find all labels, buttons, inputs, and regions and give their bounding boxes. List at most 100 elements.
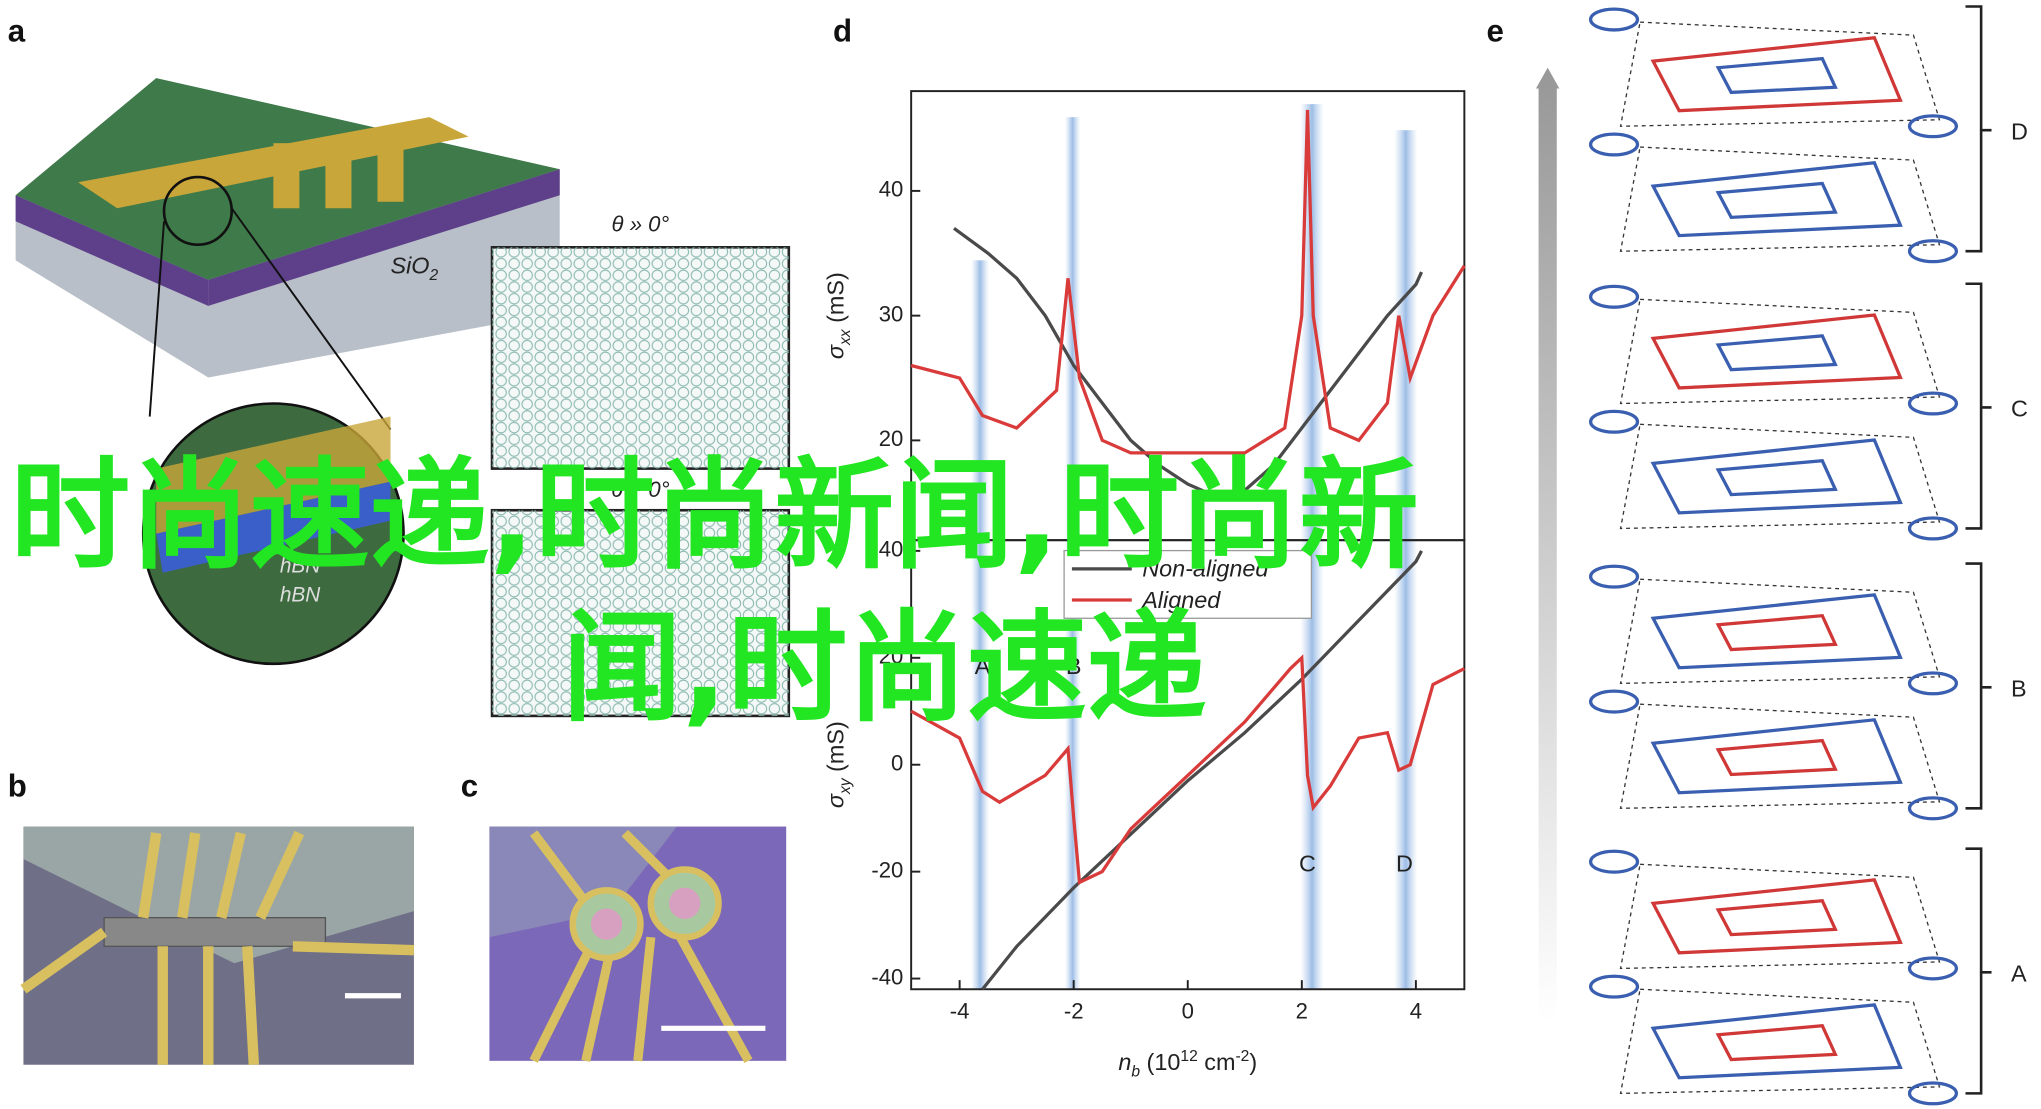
micrograph-c (489, 826, 787, 1064)
pocket (1588, 132, 1640, 157)
y-label-sub: xy (837, 777, 854, 795)
arrow-head (1535, 67, 1560, 89)
zone-outline (1619, 298, 1941, 405)
contour (1650, 313, 1903, 390)
contour (1715, 899, 1838, 937)
zone-outline (1619, 423, 1941, 530)
overlay-text: 闻,时尚速递 (562, 599, 1206, 738)
y-tick-label: 40 (879, 177, 904, 202)
pocket (1907, 516, 1959, 541)
contour (1650, 160, 1903, 238)
group-label: A (2011, 960, 2027, 986)
pocket (1588, 849, 1640, 874)
series-line (981, 550, 1423, 991)
y-label-symbol: σ (822, 793, 848, 808)
zone-outline (1619, 146, 1941, 252)
pocket (1907, 796, 1959, 821)
zone-outline (1619, 703, 1941, 809)
pocket (1588, 974, 1640, 999)
legend-box (1063, 549, 1313, 619)
layer-label: hBN (280, 583, 321, 606)
x-tick-label: 0 (1182, 999, 1194, 1024)
y-tick-label: 0 (891, 751, 903, 776)
micrograph-b (20, 826, 415, 1066)
substrate-base: SiO (391, 252, 430, 278)
panel-label: e (1486, 14, 1503, 49)
contour (1715, 1023, 1838, 1062)
group-bracket (1965, 847, 1992, 1095)
y-tick-label: -40 (871, 964, 903, 989)
substrate-label: SiO2 (391, 252, 439, 284)
group-label: D (2011, 118, 2028, 144)
contour (1650, 1003, 1903, 1080)
y-label-sub: xx (837, 328, 854, 346)
fermi-surfaces (1588, 7, 1959, 1106)
contour (1650, 878, 1903, 955)
pocket (1907, 956, 1959, 981)
pocket (1588, 564, 1640, 589)
y-tick-label: 20 (879, 426, 904, 451)
zone-outline (1619, 21, 1941, 127)
annotation: B (1066, 653, 1082, 679)
contour (1650, 36, 1903, 113)
x-tick-label: -2 (1064, 999, 1084, 1024)
contour (1715, 738, 1838, 777)
theta-label: θ ~ 0° (611, 477, 669, 502)
x-label-text: ) (1249, 1049, 1257, 1075)
x-label-symbol: n (1118, 1049, 1131, 1075)
device-illustration (15, 78, 560, 666)
lattice-pattern (492, 247, 789, 469)
y-tick-label: 20 (879, 644, 904, 669)
pocket (1907, 239, 1959, 264)
pocket (1588, 284, 1640, 309)
contour (1650, 438, 1903, 515)
zone-outline (1619, 578, 1941, 685)
theta-label: θ » 0° (612, 212, 670, 237)
contour (1715, 181, 1838, 220)
pocket (1907, 671, 1959, 696)
x-label-sup: 12 (1180, 1048, 1197, 1065)
y-axis-label: σxx (mS) (822, 272, 854, 359)
x-label-text: cm (1198, 1049, 1236, 1075)
brackets: D C B A (1965, 5, 2028, 1095)
y-axis-label: σxy (mS) (822, 721, 854, 808)
overlay-text: 时尚速递,时尚新闻,时尚新 (10, 447, 1418, 586)
annotation: D (1396, 851, 1413, 877)
layer-label: hBN (280, 555, 321, 578)
y-tick-label: 30 (879, 301, 904, 326)
group-label: C (2011, 396, 2028, 422)
y-tick-label: -20 (871, 857, 903, 882)
zone-outline (1619, 988, 1941, 1095)
group-label: B (2011, 675, 2027, 701)
contour (1650, 593, 1903, 670)
group-bracket (1965, 562, 1992, 810)
panel-label: a (8, 14, 26, 49)
x-tick-label: -4 (950, 999, 970, 1024)
pocket (1907, 1081, 1959, 1106)
density-arrow (1538, 84, 1557, 1022)
x-label-sup: -2 (1235, 1048, 1249, 1065)
x-label-text: (10 (1140, 1049, 1180, 1075)
series-line (910, 109, 1466, 455)
x-axis-label: nb (1012 cm-2) (1118, 1048, 1257, 1081)
contour (1715, 334, 1838, 372)
x-label-sub: b (1131, 1063, 1140, 1080)
panel-label: c (461, 769, 478, 804)
contour (1715, 459, 1838, 497)
pocket (1907, 114, 1959, 139)
annotation: C (1299, 851, 1316, 877)
y-tick-label: 40 (879, 537, 904, 562)
zone-outline (1619, 863, 1941, 970)
contour (1715, 613, 1838, 652)
contour (1650, 718, 1903, 795)
y-label-symbol: σ (822, 344, 848, 359)
panel-label: b (8, 769, 27, 804)
contour (1715, 56, 1838, 95)
legend-label: Aligned (1140, 587, 1221, 613)
y-label-unit: (mS) (822, 721, 848, 778)
y-label-unit: (mS) (822, 272, 848, 329)
group-bracket (1965, 282, 1992, 530)
pocket (1588, 7, 1640, 32)
lattice-pattern (492, 510, 789, 716)
